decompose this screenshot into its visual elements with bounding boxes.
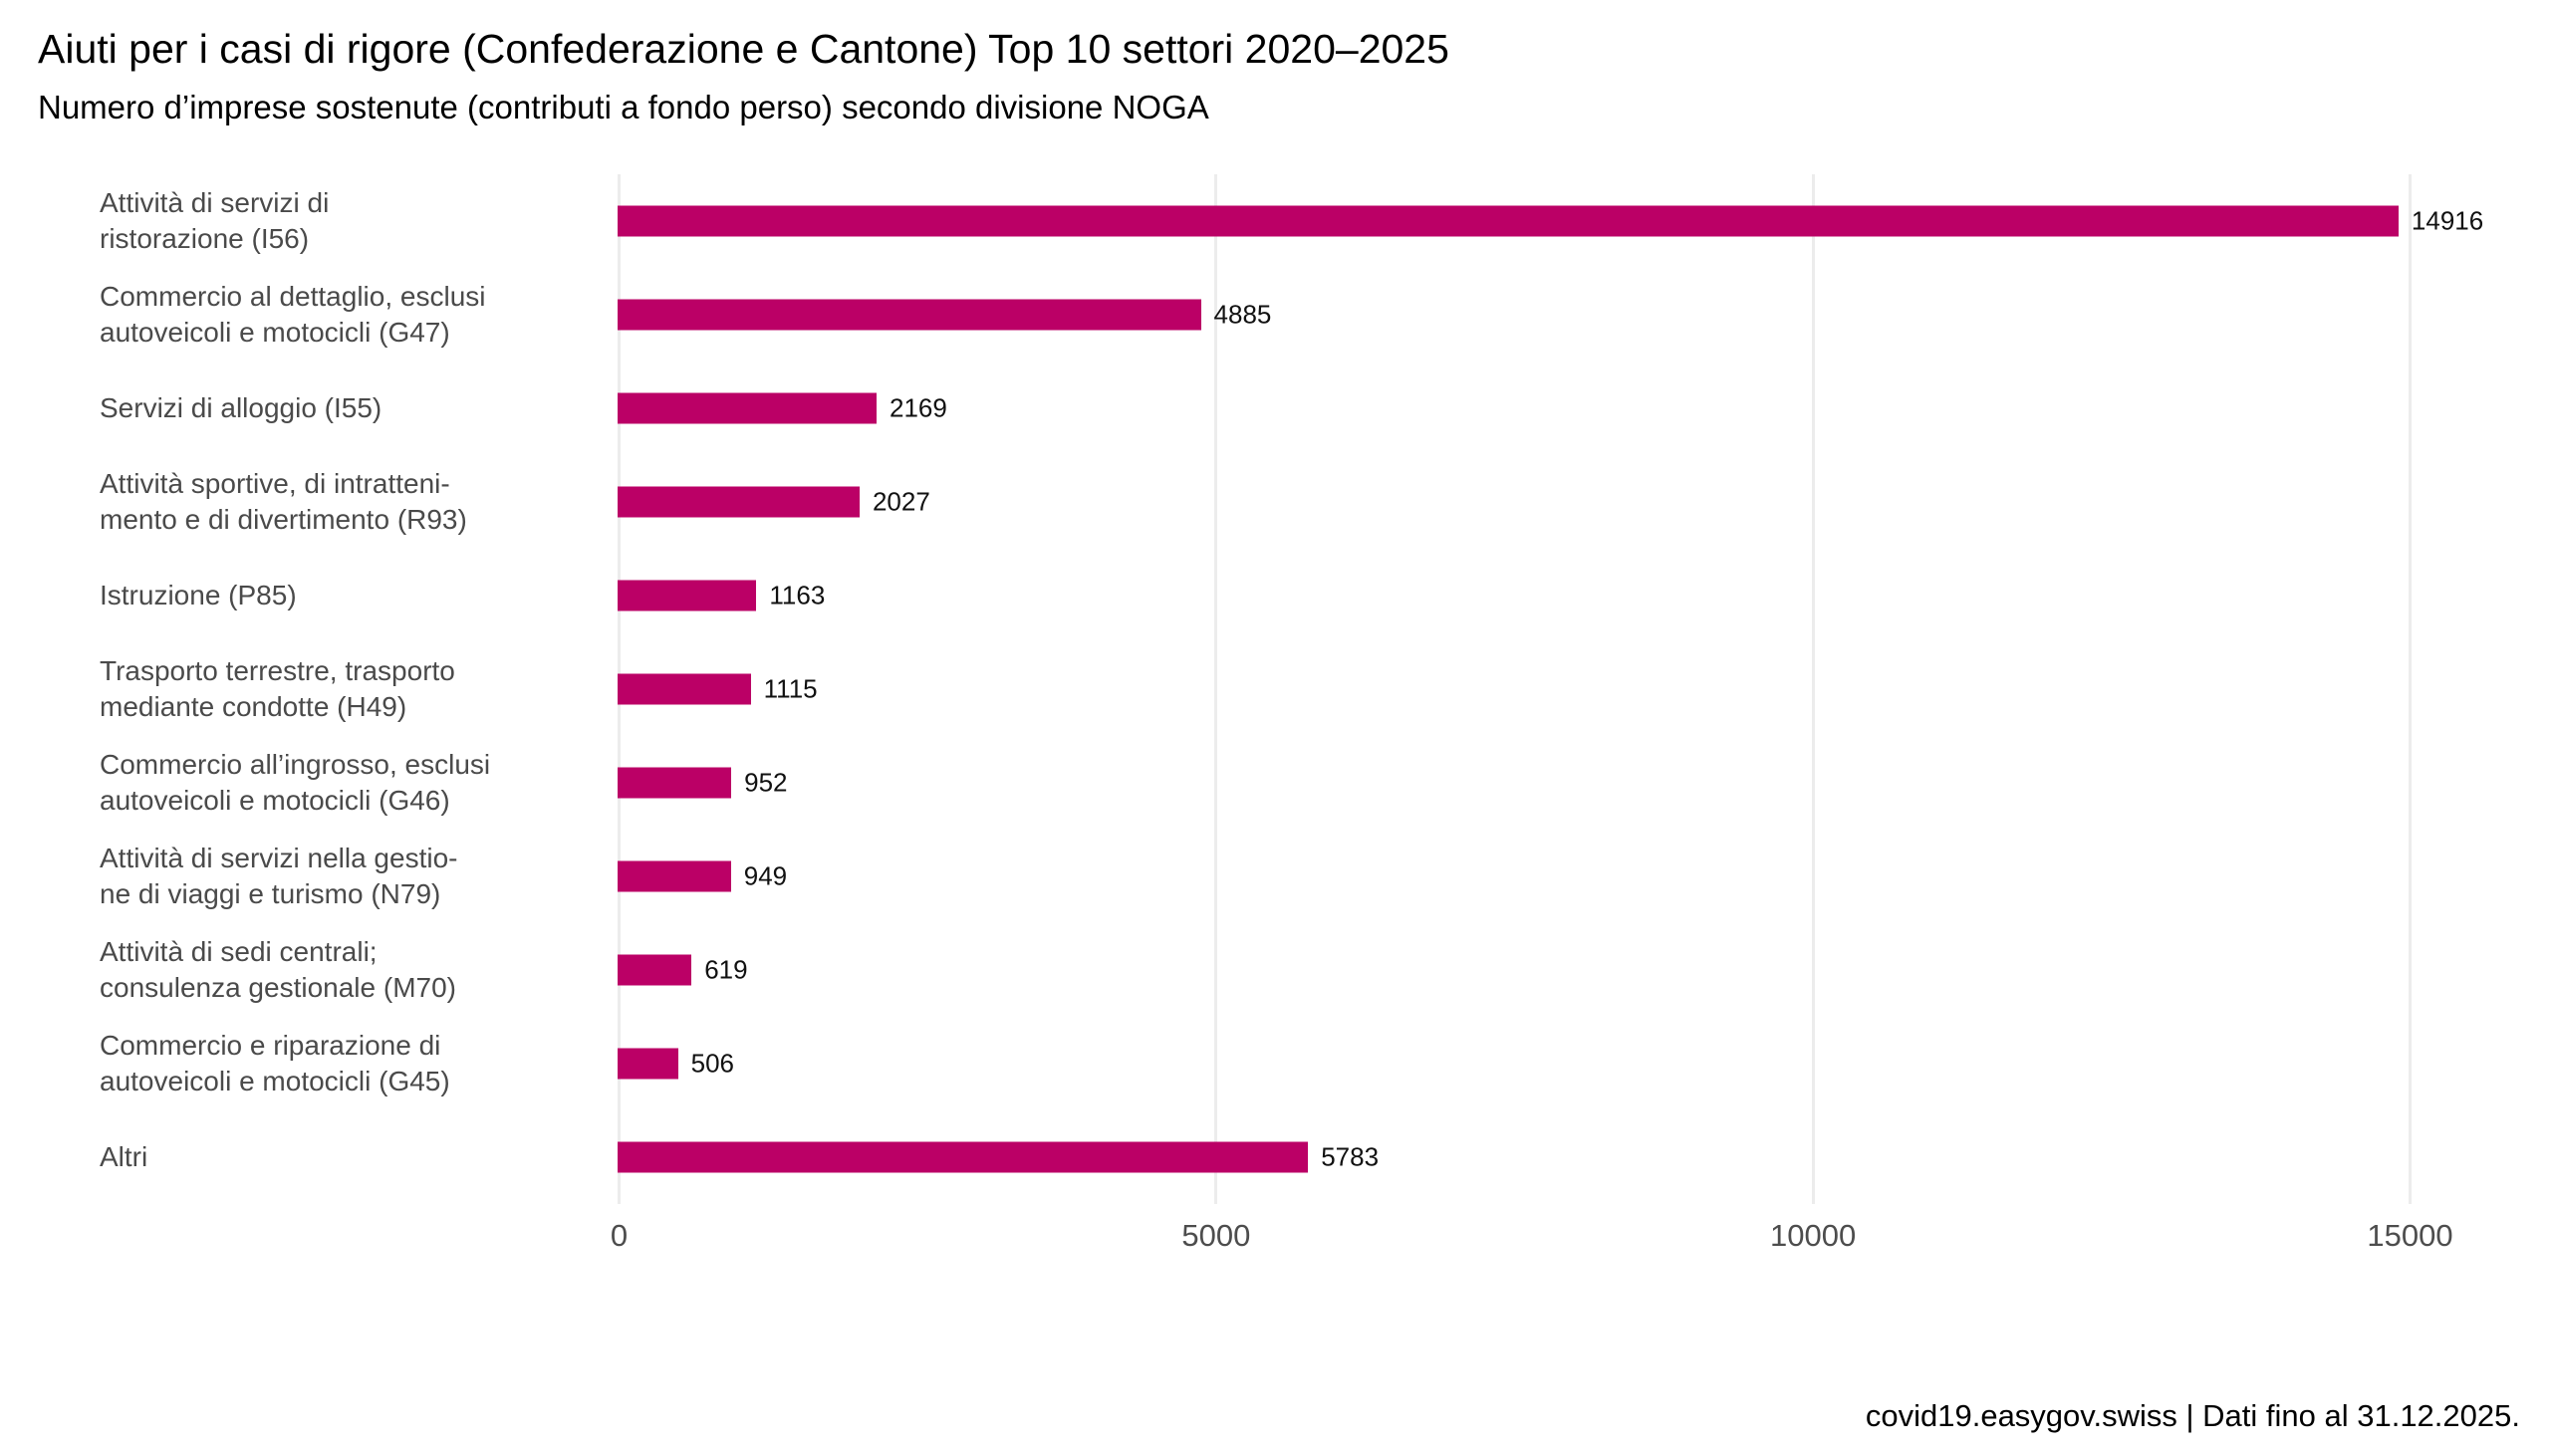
value-label: 4885 [1213, 299, 1272, 330]
bar-row: Istruzione (P85) 1163 [0, 549, 2550, 642]
category-label: Attività di servizi nella gestio-ne di v… [0, 841, 618, 912]
bar-area: 1115 [618, 642, 2550, 736]
value-label: 1163 [769, 580, 826, 610]
bar [618, 580, 757, 611]
value-label: 2169 [889, 392, 947, 423]
source-caption: covid19.easygov.swiss | Dati fino al 31.… [1865, 1398, 2520, 1433]
category-label-line: Altri [100, 1141, 148, 1173]
bar-area: 5783 [618, 1110, 2550, 1204]
category-label-line: autoveicoli e motocicli (G45) [100, 1066, 450, 1096]
category-label: Attività di servizi di ristorazione (I56) [0, 185, 618, 257]
chart-rows: Attività di servizi di ristorazione (I56)… [0, 174, 2550, 1204]
category-label-line: Commercio all’ingrosso, esclusi [100, 749, 491, 781]
bar-area: 506 [618, 1017, 2550, 1110]
category-label-line: autoveicoli e motocicli (G46) [100, 785, 450, 816]
value-label: 952 [744, 767, 788, 798]
category-label-line: autoveicoli e motocicli (G47) [100, 317, 450, 348]
category-label: Altri [0, 1139, 618, 1175]
bar-area: 619 [618, 923, 2550, 1017]
bar [618, 860, 731, 892]
category-label-line: Istruzione (P85) [100, 580, 297, 611]
chart-subtitle: Numero d’imprese sostenute (contributi a… [38, 89, 1209, 125]
bar-area: 2169 [618, 362, 2550, 455]
bar-row: Trasporto terrestre, trasporto mediante c… [0, 642, 2550, 736]
value-label: 5783 [1321, 1141, 1380, 1172]
x-axis: 0 5000 10000 15000 [0, 1204, 2550, 1262]
value-label: 2027 [872, 486, 930, 517]
category-label: Servizi di alloggio (I55) [0, 390, 618, 426]
category-label-line: consulenza gestionale (M70) [100, 972, 456, 1003]
bar [618, 392, 877, 424]
value-label: 14916 [2411, 205, 2484, 236]
bar [618, 767, 732, 799]
bar-area: 949 [618, 830, 2550, 923]
category-label: Attività sportive, di intratteni-mento e… [0, 466, 618, 538]
bar-row: Attività di sedi centrali; consulenza ges… [0, 923, 2550, 1017]
bar-area: 952 [618, 736, 2550, 830]
bar [618, 954, 692, 986]
category-label: Commercio all’ingrosso, esclusi autoveico… [0, 747, 618, 819]
bar [618, 486, 860, 518]
value-label: 506 [690, 1048, 735, 1079]
bar-area: 14916 [618, 174, 2550, 268]
bar [618, 1048, 678, 1080]
gridline [1811, 174, 1815, 1204]
category-label: Commercio e riparazione di autoveicoli e … [0, 1028, 618, 1099]
category-label-line: Attività di servizi di [100, 187, 330, 219]
bar-row: Commercio al dettaglio, esclusi autoveico… [0, 268, 2550, 362]
bar-area: 1163 [618, 549, 2550, 642]
category-label-line: Attività sportive, di intratteni- [100, 468, 450, 500]
value-label: 1115 [763, 673, 818, 704]
bar [618, 299, 1201, 331]
gridline [2409, 174, 2412, 1204]
category-label: Istruzione (P85) [0, 578, 618, 613]
category-label-line: Servizi di alloggio (I55) [100, 392, 382, 424]
category-label-line: Attività di servizi nella gestio- [100, 843, 458, 874]
x-tick-label: 15000 [2367, 1218, 2453, 1253]
x-tick-label: 10000 [1770, 1218, 1857, 1253]
bar-row: Commercio all’ingrosso, esclusi autoveico… [0, 736, 2550, 830]
gridline [1214, 174, 1218, 1204]
bar-row: Attività di servizi di ristorazione (I56)… [0, 174, 2550, 268]
category-label-line: Attività di sedi centrali; [100, 936, 378, 968]
x-tick-label: 5000 [1181, 1218, 1251, 1253]
category-label-line: mediante condotte (H49) [100, 691, 407, 722]
category-label-line: ne di viaggi e turismo (N79) [100, 878, 441, 909]
bar-row: Attività sportive, di intratteni-mento e… [0, 455, 2550, 549]
category-label-line: mento e di divertimento (R93) [100, 504, 467, 535]
category-label: Trasporto terrestre, trasporto mediante c… [0, 653, 618, 725]
value-label: 619 [704, 954, 748, 985]
value-label: 949 [743, 860, 788, 891]
bar [618, 1141, 1309, 1173]
category-label-line: Trasporto terrestre, trasporto [100, 655, 455, 687]
bar-area: 4885 [618, 268, 2550, 362]
chart-title: Aiuti per i casi di rigore (Confederazio… [38, 26, 1449, 72]
category-label: Commercio al dettaglio, esclusi autoveico… [0, 279, 618, 351]
bar-area: 2027 [618, 455, 2550, 549]
bar-chart: Attività di servizi di ristorazione (I56)… [0, 174, 2550, 1262]
category-label-line: Commercio e riparazione di [100, 1030, 441, 1062]
bar-row: Attività di servizi nella gestio-ne di v… [0, 830, 2550, 923]
bar-row: Commercio e riparazione di autoveicoli e … [0, 1017, 2550, 1110]
x-tick-label: 0 [610, 1218, 629, 1253]
bar [618, 205, 2399, 237]
bar-row: Altri 5783 [0, 1110, 2550, 1204]
category-label: Attività di sedi centrali; consulenza ges… [0, 934, 618, 1006]
bar-row: Servizi di alloggio (I55) 2169 [0, 362, 2550, 455]
bar [618, 673, 751, 705]
category-label-line: Commercio al dettaglio, esclusi [100, 281, 486, 313]
category-label-line: ristorazione (I56) [100, 223, 310, 254]
